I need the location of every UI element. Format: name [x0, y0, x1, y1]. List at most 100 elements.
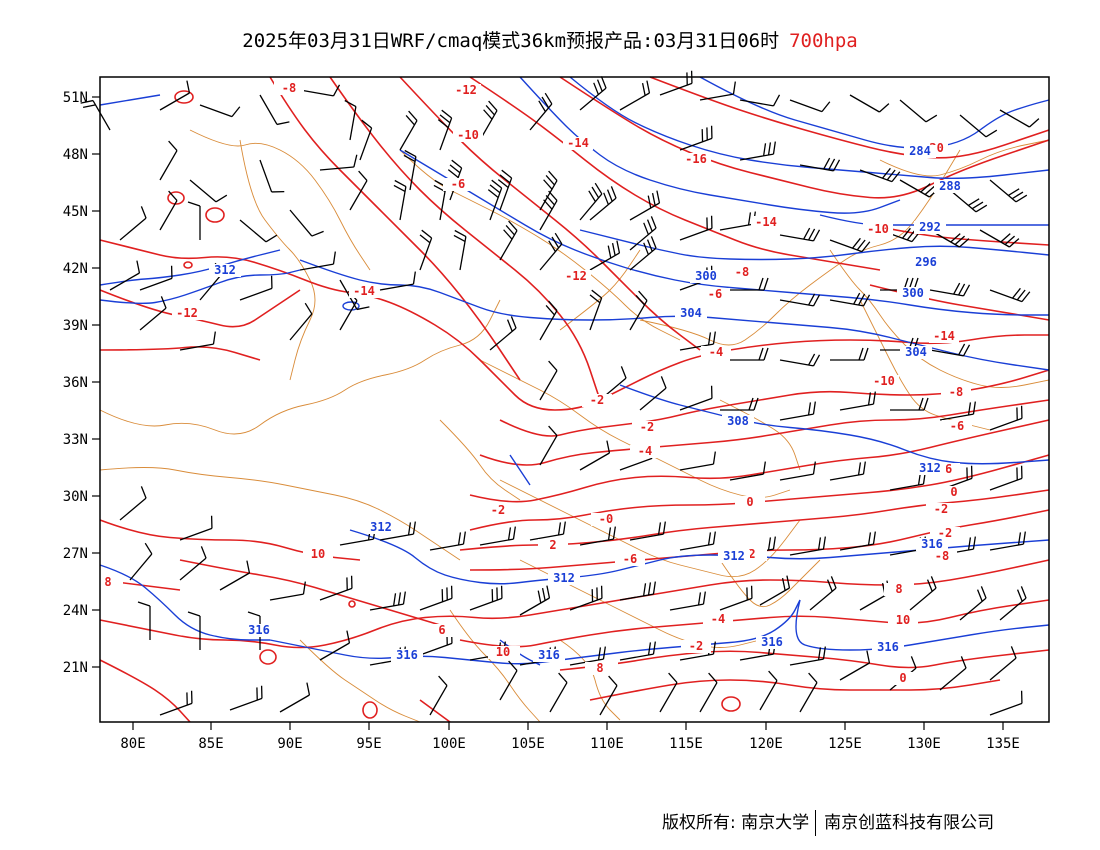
x-tick-label: 115E: [669, 736, 703, 752]
boundary-line: [829, 249, 1050, 388]
wind-barb: [939, 656, 967, 691]
height-label: 316: [921, 537, 943, 551]
wind-barb: [299, 251, 336, 271]
wind-barb: [487, 179, 503, 221]
contour-label-bg: [872, 641, 904, 654]
y-tick-label: 39N: [63, 318, 88, 334]
wind-barb: [629, 190, 661, 221]
wind-barb: [179, 546, 207, 581]
wind-barb: [499, 660, 518, 701]
wind-barb: [80, 99, 111, 131]
wind-barb: [779, 401, 816, 421]
contour-label-bg: [869, 375, 899, 388]
contour-label-bg: [751, 216, 781, 229]
temperature-label: -8: [949, 385, 963, 399]
contour-label-bg: [349, 285, 379, 298]
temperature-label: -10: [873, 374, 895, 388]
height-label: 312: [919, 461, 941, 475]
boundary-line: [559, 249, 641, 331]
wind-barb: [909, 576, 937, 611]
temperature-label: -2: [934, 502, 948, 516]
height-label: 304: [680, 306, 702, 320]
wind-barb: [319, 575, 353, 601]
boundary-line: [239, 139, 316, 381]
height-contour: [795, 599, 1050, 651]
wind-barb: [159, 140, 178, 181]
wind-barb: [259, 159, 285, 193]
wind-barb: [989, 287, 1031, 303]
y-tick-label: 42N: [63, 261, 88, 277]
wind-barb: [129, 542, 153, 581]
isotherm: [99, 659, 191, 723]
wind-barb: [890, 397, 929, 411]
isotherm: [329, 76, 601, 401]
wind-barb: [579, 76, 607, 111]
isotherm: [419, 699, 451, 723]
temperature-label: -2: [938, 526, 952, 540]
contour-label-bg: [488, 646, 518, 659]
wind-barb: [539, 425, 558, 466]
wind-barb: [239, 219, 278, 243]
title-main: 2025年03月31日WRF/cmaq模式36km预报产品:03月31日06时: [242, 30, 780, 52]
temperature-label: 8: [895, 582, 902, 596]
contour-label-bg: [172, 307, 202, 320]
isotherm: [469, 76, 881, 271]
contour-label-bg: [722, 415, 754, 428]
wind-barb: [269, 581, 306, 601]
wind-barb: [489, 316, 517, 351]
temperature-label: -6: [623, 552, 637, 566]
wind-barb: [549, 672, 568, 713]
wind-barb: [929, 343, 971, 357]
isotherm: [499, 369, 1050, 437]
height-label: 284: [909, 144, 931, 158]
wind-barb: [829, 237, 871, 253]
wind-barb: [899, 99, 938, 123]
height-label: 308: [727, 414, 749, 428]
contour-label-bg: [585, 662, 615, 675]
contour-label-bg: [615, 553, 645, 566]
wind-barb: [259, 94, 290, 126]
contour-label-bg: [934, 180, 966, 193]
height-label: 316: [877, 640, 899, 654]
height-contour: [99, 94, 161, 106]
wind-barb: [539, 360, 558, 401]
wind-barb: [379, 271, 416, 291]
wind-barb: [779, 227, 821, 242]
isotherm: [479, 399, 1050, 466]
wind-barb: [579, 440, 611, 471]
isotherm: [179, 559, 441, 626]
wind-barb: [959, 586, 987, 621]
contour-label-bg: [533, 649, 565, 662]
temperature-label: 2: [549, 538, 556, 552]
wind-barb: [789, 536, 826, 556]
contour-label-bg: [904, 145, 936, 158]
temperature-label: -10: [457, 128, 479, 142]
y-tick-label: 51N: [63, 90, 88, 106]
height-label: 288: [939, 179, 961, 193]
footer-divider: [815, 810, 817, 836]
wind-barb: [999, 109, 1040, 128]
wind-barb: [829, 292, 871, 307]
wind-barb: [159, 190, 178, 231]
height-label: 316: [761, 635, 783, 649]
x-axis: 80E 85E 90E 95E 100E 105E 110E 115E 120E 125E 130E…: [120, 722, 1020, 752]
boundary-line: [449, 609, 541, 723]
x-tick-label: 135E: [986, 736, 1020, 752]
height-contour: [299, 259, 1050, 371]
wind-barb: [319, 154, 358, 171]
temperature-label: -8: [282, 81, 296, 95]
wind-barb: [799, 672, 818, 713]
wind-barb: [989, 465, 1023, 491]
wind-barb: [699, 672, 718, 713]
contour-label-bg: [929, 330, 959, 343]
y-axis: 51N 48N 45N 42N 39N 36N 33N 30N 27N 24N 21N: [63, 90, 100, 676]
wind-barb: [399, 110, 418, 151]
wind-barb: [859, 167, 901, 183]
wind-barb: [830, 347, 869, 361]
wind-barb: [219, 560, 251, 591]
temperature-label: -14: [755, 215, 777, 229]
wind-barb: [319, 630, 351, 661]
height-label: 300: [695, 269, 717, 283]
height-contour: [99, 269, 301, 305]
wind-barb: [437, 109, 453, 151]
